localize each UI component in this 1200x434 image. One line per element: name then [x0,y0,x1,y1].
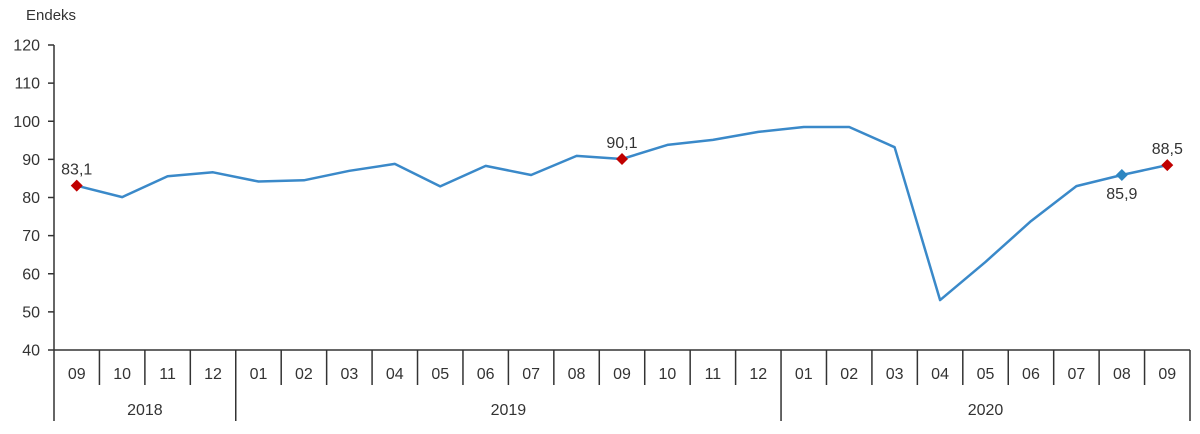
month-label: 01 [795,366,813,383]
y-tick-label: 110 [14,76,40,93]
x-axis: 09 10 11 12 01 02 03 04 05 06 07 08 09 10 11 12 01 02 03 04… [53,349,1191,421]
y-tick-label: 50 [22,304,40,321]
month-label: 06 [477,366,495,383]
month-label: 09 [613,366,631,383]
data-annotations: 83,1 90,1 85,9 88,5 [61,135,1183,203]
year-label: 2018 [127,402,163,419]
month-label: 11 [159,366,176,383]
month-label: 02 [295,366,313,383]
data-point-marker [1161,159,1174,172]
data-point-label: 90,1 [606,135,637,152]
month-label: 08 [568,366,586,383]
month-label: 05 [431,366,449,383]
y-tick-label: 120 [13,38,40,55]
month-label: 10 [659,366,677,383]
series-line [76,125,1168,302]
y-tick-label: 40 [22,343,40,360]
month-label: 07 [522,366,540,383]
month-label: 07 [1068,366,1086,383]
month-label: 09 [1158,366,1176,383]
data-point-label: 85,9 [1106,186,1137,203]
month-label: 08 [1113,366,1131,383]
y-tick-label: 60 [22,266,40,283]
month-label: 03 [340,366,358,383]
year-label: 2020 [968,402,1004,419]
year-label: 2019 [491,402,527,419]
y-axis-title: Endeks [26,7,77,24]
month-label: 09 [68,366,86,383]
month-label: 11 [705,366,722,383]
y-tick-label: 70 [22,228,40,245]
y-tick-label: 80 [22,190,40,207]
data-point-marker [616,152,628,165]
data-point-marker [70,179,83,192]
data-point-label: 83,1 [61,162,92,179]
month-label: 05 [977,366,995,383]
y-axis: 40 50 60 70 80 90 100 110 120 [13,38,55,360]
month-label: 04 [386,366,404,383]
month-label: 12 [749,366,767,383]
data-point-marker [1115,169,1128,182]
month-label: 10 [113,366,131,383]
data-point-label: 88,5 [1152,141,1183,158]
y-tick-label: 90 [22,152,40,169]
month-label: 12 [204,366,222,383]
y-tick-label: 100 [13,114,40,131]
month-label: 06 [1022,366,1040,383]
month-label: 04 [931,366,949,383]
data-series [76,125,1168,302]
month-label: 01 [250,366,268,383]
month-label: 02 [840,366,858,383]
month-label: 03 [886,366,904,383]
